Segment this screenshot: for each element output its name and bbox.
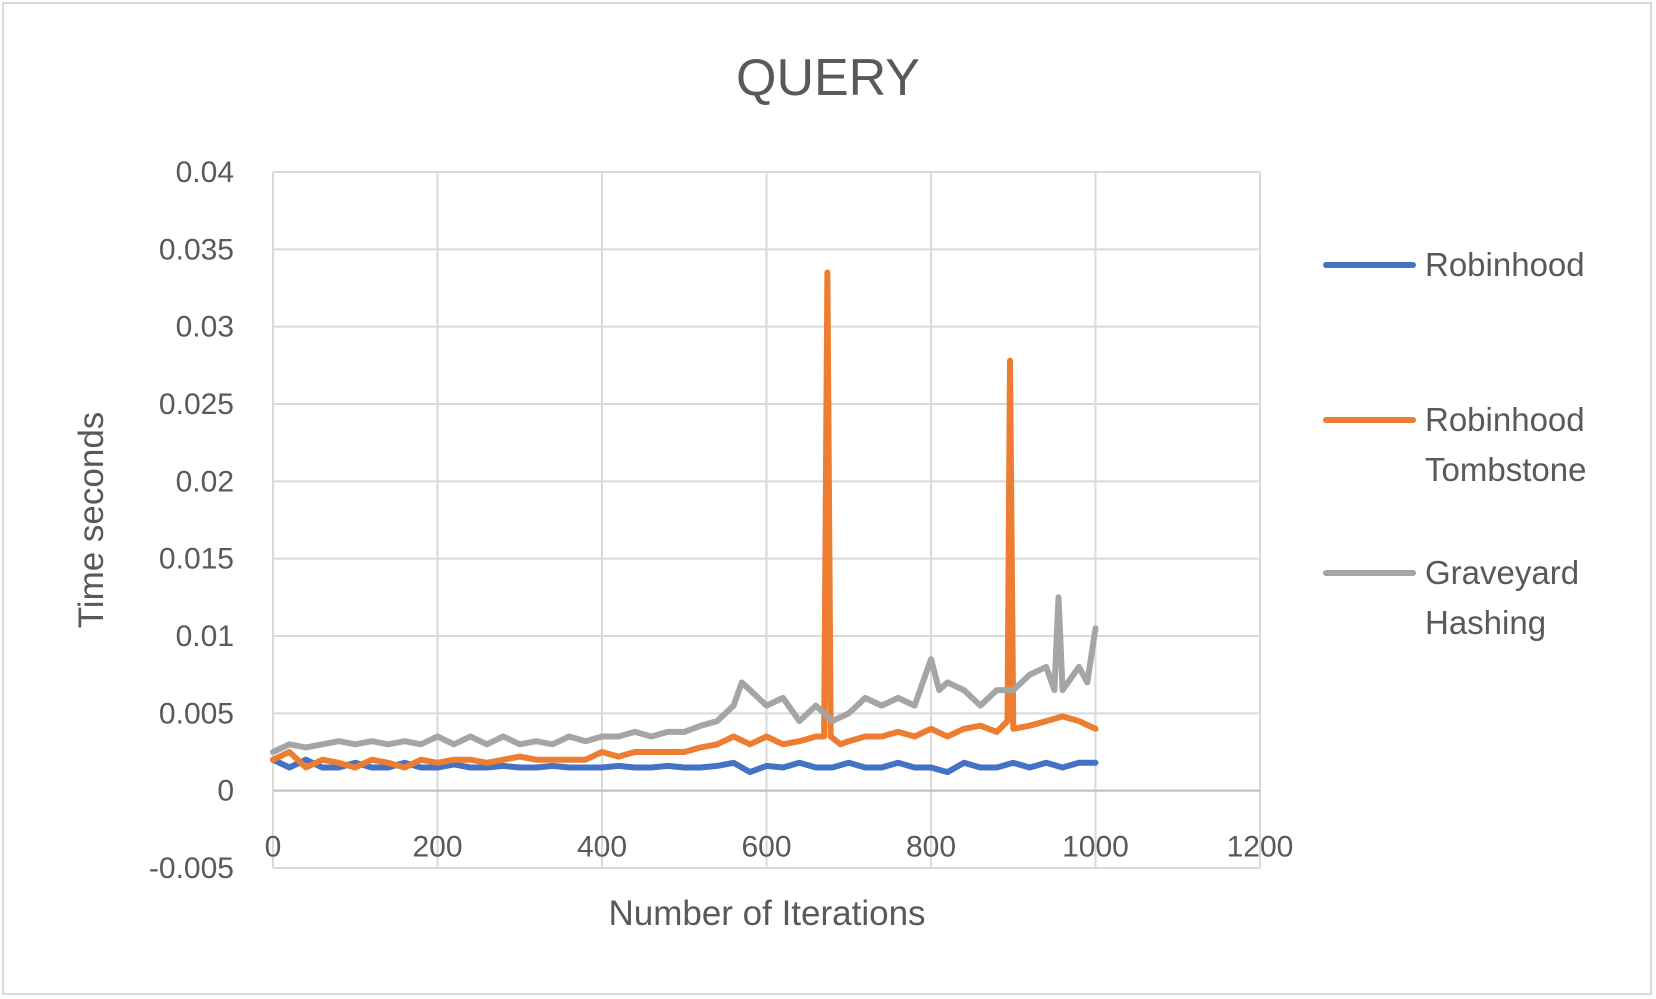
x-axis-title: Number of Iterations	[608, 894, 925, 933]
x-tick-label: 400	[577, 831, 627, 864]
y-tick-label: 0.015	[159, 543, 234, 576]
grid-layer	[272, 171, 1261, 869]
y-tick-label: 0.025	[159, 388, 234, 421]
legend-label-robinhood-tombstone: Robinhood	[1425, 401, 1585, 438]
x-tick-label: 1200	[1227, 831, 1294, 864]
series-line-robinhood-tombstone	[270, 269, 1099, 771]
y-tick-label: 0.03	[176, 311, 234, 344]
x-tick-label: 600	[741, 831, 791, 864]
series-layer	[270, 269, 1099, 776]
x-tick-label: 1000	[1062, 831, 1129, 864]
legend-label-graveyard-hashing: Hashing	[1425, 604, 1546, 641]
x-tick-label: 200	[412, 831, 462, 864]
y-tick-label: 0.04	[176, 156, 234, 189]
x-tick-label: 800	[906, 831, 956, 864]
legend-label-robinhood-tombstone: Tombstone	[1425, 451, 1586, 488]
legend-label-robinhood: Robinhood	[1425, 246, 1585, 283]
ticks-layer: -0.005 0 0.005 0.01 0.015 0.02 0.025 0.03 0.035 0…	[149, 156, 1293, 885]
y-tick-label: 0.005	[159, 697, 234, 730]
x-tick-label: 0	[265, 831, 282, 864]
legend-label-graveyard-hashing: Graveyard	[1425, 554, 1579, 591]
chart-title: QUERY	[736, 49, 920, 107]
y-tick-label: 0.035	[159, 233, 234, 266]
y-axis-title: Time seconds	[72, 412, 111, 629]
legend: Robinhood Robinhood Tombstone Graveyard Hash…	[1323, 246, 1586, 641]
y-tick-label: 0	[217, 775, 234, 808]
y-tick-label: 0.01	[176, 620, 234, 653]
y-tick-label: -0.005	[149, 852, 234, 885]
series-line-graveyard-hashing	[270, 594, 1099, 755]
y-tick-label: 0.02	[176, 465, 234, 498]
